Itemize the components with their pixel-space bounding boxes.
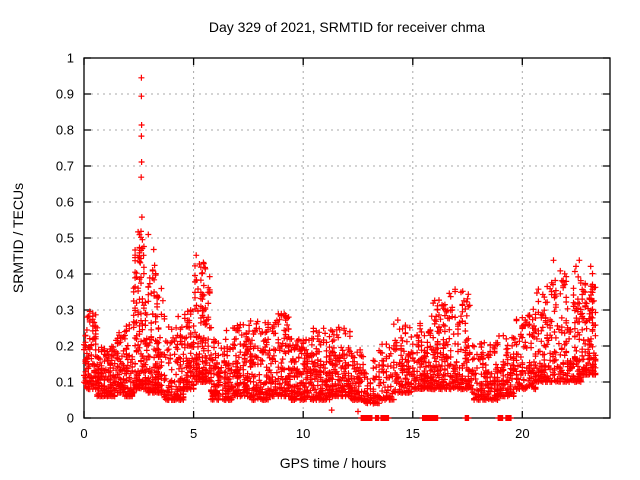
data-points [81,74,599,421]
y-tick-label: 0 [67,411,74,426]
y-tick-label: 0.3 [56,303,74,318]
x-tick-label: 20 [515,426,529,441]
x-tick-label: 10 [296,426,310,441]
y-tick-label: 0.7 [56,159,74,174]
chart-title: Day 329 of 2021, SRMTID for receiver chm… [208,19,486,35]
x-tick-label: 15 [406,426,420,441]
y-tick-label: 0.6 [56,195,74,210]
y-tick-label: 0.9 [56,87,74,102]
y-tick-label: 0.4 [56,267,74,282]
x-tick-label: 5 [190,426,197,441]
y-tick-label: 0.1 [56,375,74,390]
x-axis-label: GPS time / hours [279,455,387,471]
axis-ticks [83,57,610,419]
y-tick-label: 0.2 [56,339,74,354]
x-tick-label: 0 [80,426,87,441]
y-tick-label: 1 [67,51,74,66]
y-tick-label: 0.5 [56,231,74,246]
y-tick-label: 0.8 [56,123,74,138]
